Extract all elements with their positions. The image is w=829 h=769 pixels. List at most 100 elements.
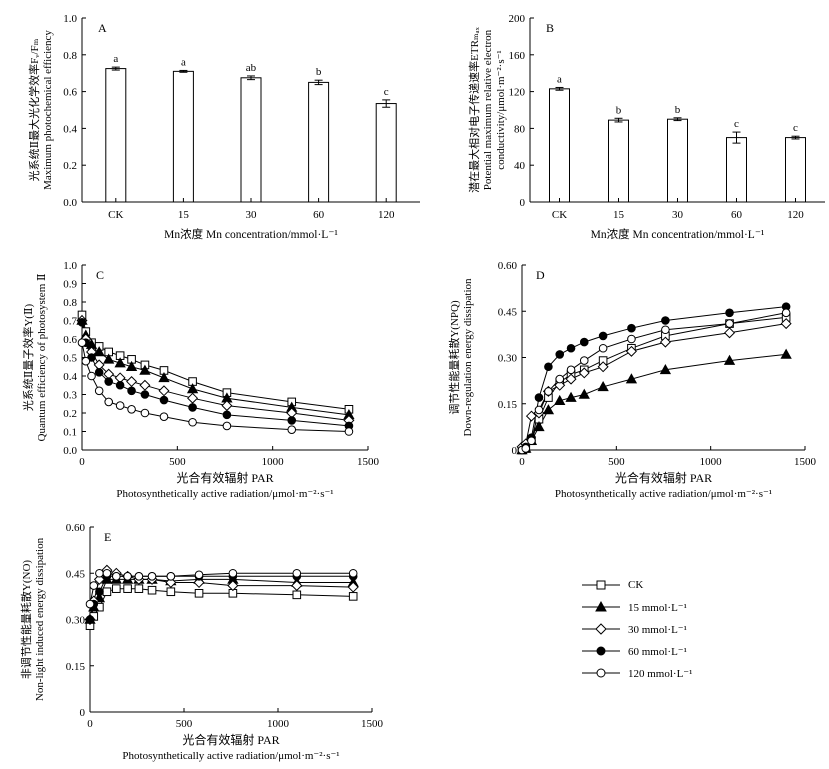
data-point [347, 581, 359, 593]
y-tick-label: 0.6 [63, 87, 77, 99]
data-point [723, 354, 736, 365]
data-point [542, 404, 555, 415]
legend-item-60: 60 mmol·L⁻¹ [580, 641, 810, 663]
x-tick-label: 30 [246, 209, 258, 221]
y-tick-label: 0.0 [63, 197, 77, 209]
x-axis-label-cn: 光合有效辐射 PAR [615, 470, 712, 485]
series-line [81, 322, 349, 427]
y-axis-label: Quantum efficiency of photosystem Ⅱ [36, 274, 48, 442]
y-tick-label: 0.3 [63, 390, 77, 402]
data-point [527, 436, 536, 446]
y-axis-label: 光系统Ⅱ最大光化学效率Fᵥ/Fₘ [27, 38, 41, 181]
legend-marker [596, 646, 606, 656]
chart-E: 0 0.15 0.30 0.45 0.60 0 500 1000 1500 E 光合有效辐射 PAR… [19, 522, 384, 762]
y-axis-label: 非调节性能量耗散Y(NO) [19, 560, 33, 679]
data-point [158, 372, 170, 383]
data-point [625, 373, 638, 384]
y-tick-label: 200 [509, 13, 526, 25]
data-point [85, 599, 95, 609]
bar [726, 137, 747, 203]
data-point [344, 427, 354, 436]
panel-label: B [546, 21, 554, 35]
data-point [565, 391, 577, 402]
data-point [780, 318, 792, 330]
significance-letter: c [384, 86, 389, 98]
y-tick-label: 0.45 [66, 568, 86, 580]
x-tick-label: 30 [672, 209, 684, 221]
y-tick-label: 0.15 [66, 661, 86, 673]
legend-item-15: 15 mmol·L⁻¹ [580, 597, 810, 619]
y-tick-label: 0.4 [63, 371, 77, 383]
y-tick-label: 0.8 [63, 297, 77, 309]
data-point [85, 615, 95, 624]
data-point [598, 331, 608, 341]
data-point [348, 568, 358, 578]
x-tick-label: 1500 [794, 456, 817, 468]
x-tick-label: CK [108, 209, 123, 221]
panel-label: A [98, 21, 107, 35]
y-tick-label: 0.1 [63, 427, 77, 439]
chart-C: 0.0 0.1 0.2 0.3 0.4 0.5 0.6 0.7 0.8 0.9 1.0 0 500 100… [21, 260, 380, 500]
y-axis-label: 光系统Ⅱ量子效率Y(Ⅱ) [21, 304, 35, 412]
significance-letter: b [675, 104, 681, 116]
data-point [140, 408, 150, 418]
data-point [565, 373, 577, 385]
x-axis-label-en: Photosynthetically active radiation/μmol… [116, 488, 333, 500]
data-point [194, 570, 204, 580]
data-point [659, 336, 671, 348]
data-point [193, 576, 205, 589]
data-point [102, 587, 112, 597]
x-axis-label-en: Photosynthetically active radiation/μmol… [555, 488, 772, 500]
bar [549, 88, 570, 203]
y-tick-label: 0 [520, 197, 526, 209]
significance-letter: b [316, 66, 322, 78]
data-point [159, 395, 169, 405]
data-point [103, 353, 115, 364]
data-point [659, 364, 672, 375]
legend-marker [595, 623, 607, 635]
y-tick-label: 0.9 [63, 279, 77, 291]
x-axis-label-cn: 光合有效辐射 PAR [182, 732, 279, 747]
legend-item-120: 120 mmol·L⁻¹ [580, 663, 810, 685]
data-point [661, 325, 670, 335]
legend-label: 15 mmol·L⁻¹ [628, 602, 687, 614]
y-axis-label: Maximum photochemical efficiency [42, 30, 54, 190]
data-point [724, 327, 736, 339]
significance-letter: a [557, 73, 562, 85]
x-tick-label: 500 [169, 456, 186, 468]
data-point [147, 585, 157, 595]
data-point [534, 393, 544, 402]
legend-label: 60 mmol·L⁻¹ [628, 646, 687, 658]
x-tick-label: 0 [519, 456, 525, 468]
x-tick-label: CK [552, 209, 567, 221]
chart-B: 0 40 80 120 160 200 a CK b 15 b 30 c 60 c 120 B Mn浓度 Mn c… [467, 13, 825, 241]
y-axis-label: Potential maximum relative electron [482, 29, 494, 190]
data-point [112, 584, 121, 593]
data-point [115, 380, 125, 390]
legend-item-ck: CK [580, 575, 810, 597]
legend-label: 120 mmol·L⁻¹ [628, 668, 693, 680]
data-point [123, 572, 132, 581]
significance-letter: c [734, 118, 739, 130]
data-point [292, 568, 302, 578]
data-point [544, 362, 553, 372]
data-point [188, 417, 197, 427]
data-point [287, 416, 297, 425]
x-tick-label: 60 [731, 209, 743, 221]
y-tick-label: 0.15 [498, 399, 518, 411]
data-point [166, 572, 176, 581]
bar [667, 118, 688, 203]
y-tick-label: 0.60 [66, 522, 86, 534]
data-point [578, 388, 590, 399]
y-axis-label: Non-light induced energy dissipation [34, 537, 46, 701]
data-point [127, 405, 136, 414]
bar [608, 119, 629, 203]
chart-A: 0.0 0.2 0.4 0.6 0.8 1.0 a CK a 15 ab 30 b 60 c 120 A Mn浓度… [27, 13, 420, 241]
data-point [158, 385, 170, 397]
data-point [566, 343, 576, 353]
x-tick-label: 1500 [361, 718, 384, 730]
data-point [554, 379, 566, 391]
data-point [222, 421, 232, 431]
x-axis-label-cn: 光合有效辐射 PAR [176, 470, 273, 485]
data-point [566, 365, 576, 375]
